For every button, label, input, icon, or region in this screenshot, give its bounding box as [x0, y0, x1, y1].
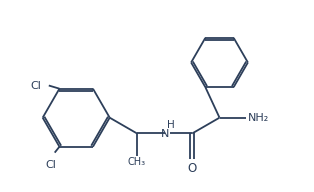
- Text: Cl: Cl: [31, 80, 42, 90]
- Text: NH₂: NH₂: [248, 113, 269, 123]
- Text: O: O: [187, 162, 197, 175]
- Text: Cl: Cl: [45, 161, 56, 170]
- Text: CH₃: CH₃: [128, 157, 146, 167]
- Text: H: H: [167, 119, 175, 130]
- Text: N: N: [161, 129, 170, 139]
